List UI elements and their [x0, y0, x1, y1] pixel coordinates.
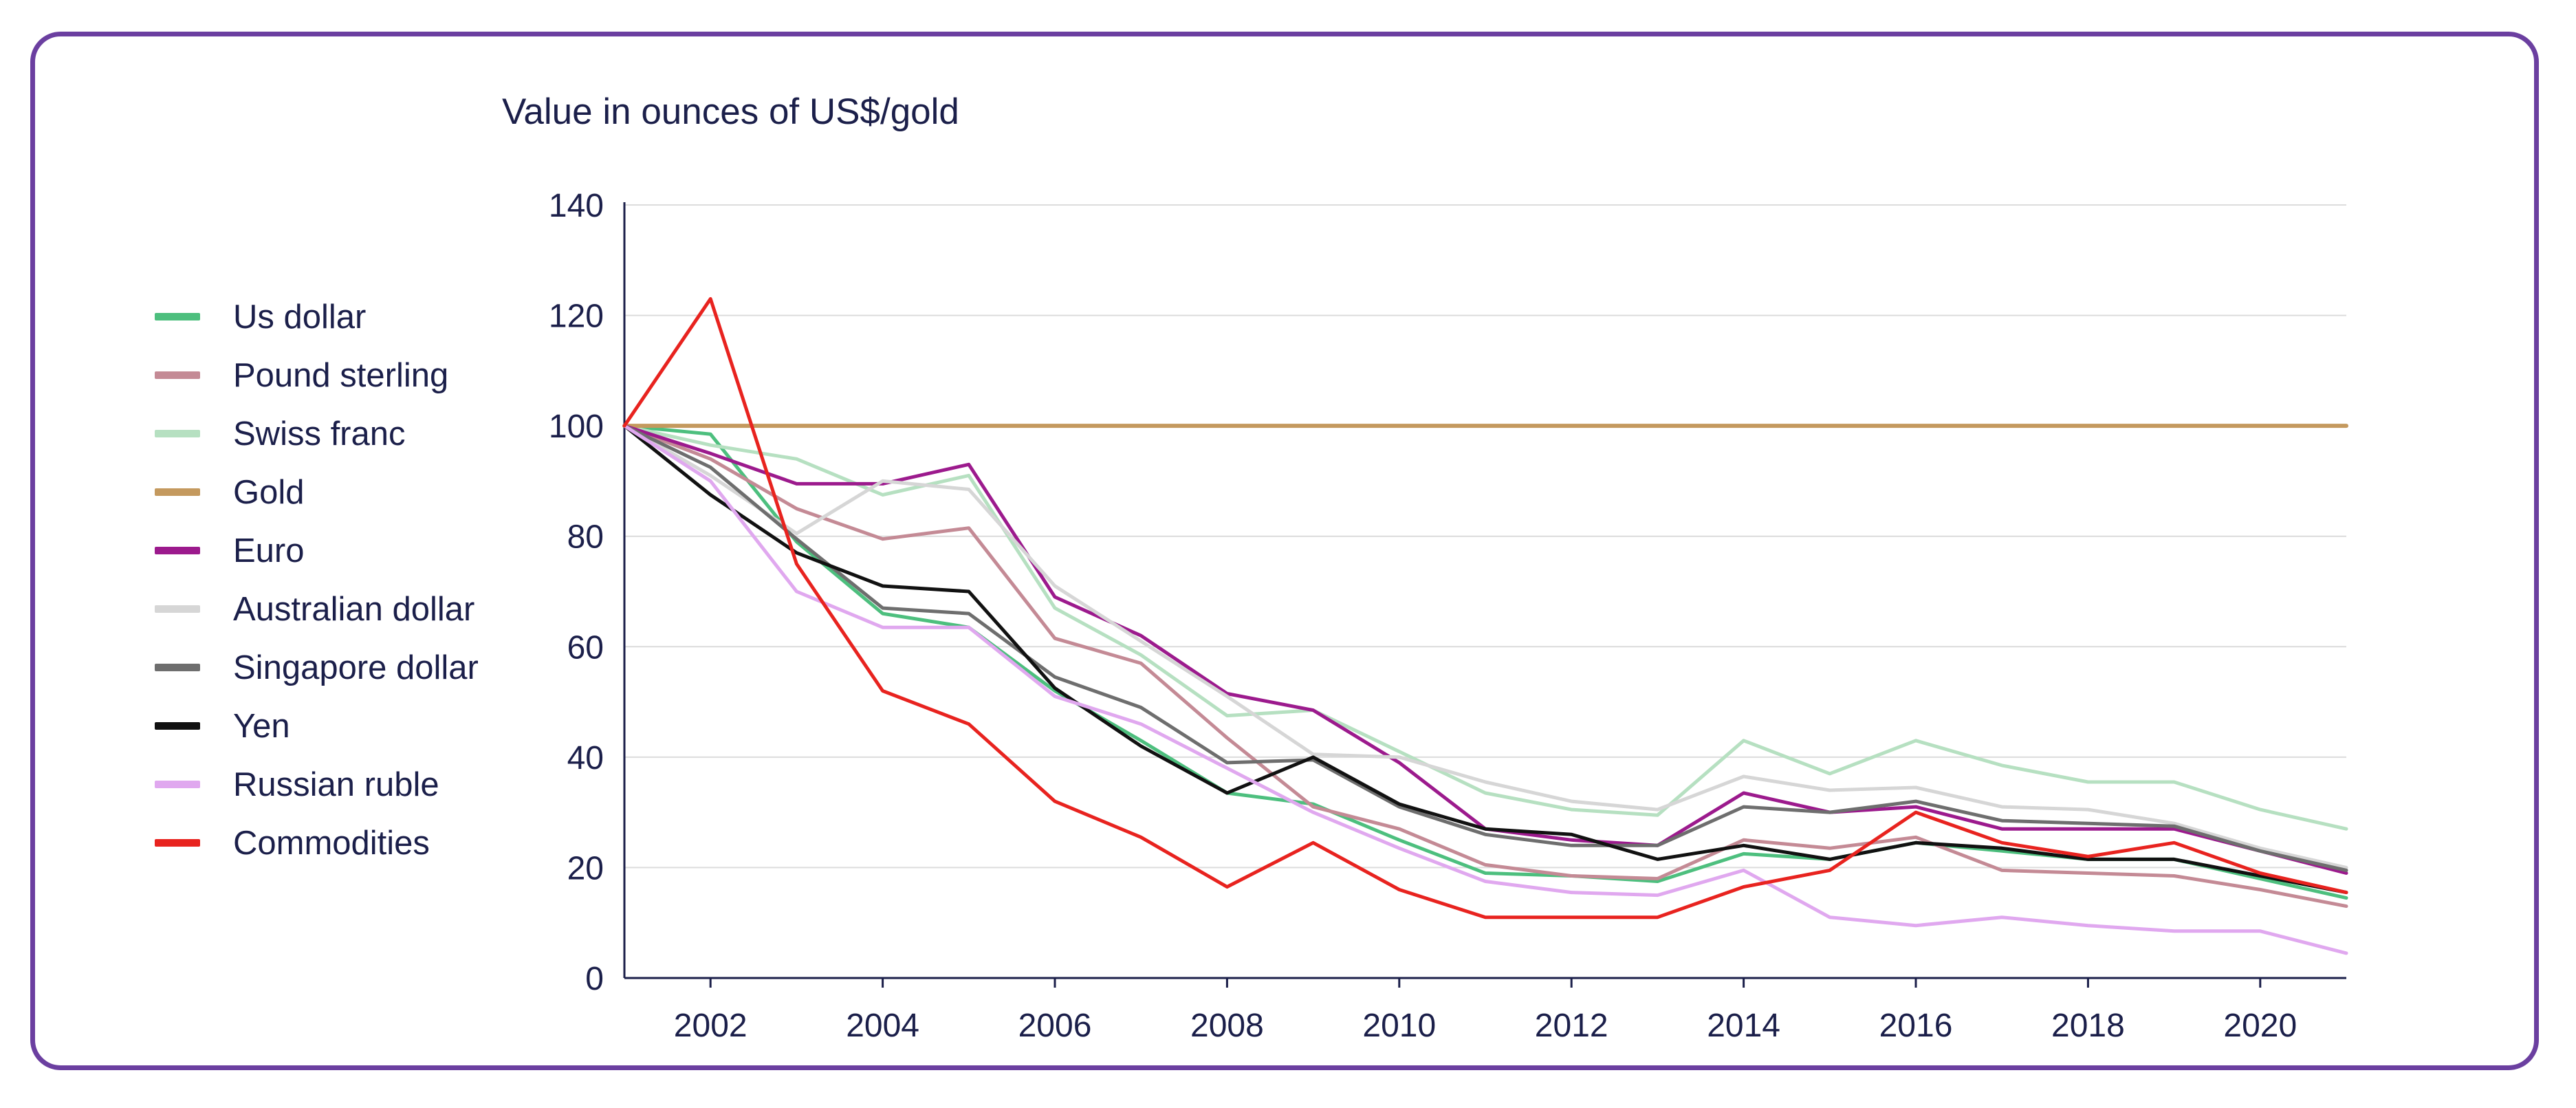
- legend-swatch: [155, 430, 200, 437]
- series-line-russian-ruble: [622, 424, 2348, 955]
- legend-swatch: [155, 664, 200, 671]
- y-tick-label: 40: [567, 740, 604, 776]
- y-tick-label: 0: [585, 961, 604, 997]
- legend-label: Singapore dollar: [233, 649, 479, 686]
- series-line-swiss-franc: [622, 424, 2348, 831]
- axes: [623, 202, 2346, 988]
- x-tick-label: 2018: [2051, 1008, 2125, 1044]
- x-tick-label: 2014: [1707, 1008, 1780, 1044]
- legend-item-yen: Yen: [155, 697, 479, 755]
- y-tick-label: 60: [567, 629, 604, 666]
- x-tick-label: 2020: [2223, 1008, 2297, 1044]
- legend-label: Us dollar: [233, 298, 367, 336]
- legend-swatch: [155, 488, 200, 496]
- legend-swatch: [155, 547, 200, 554]
- legend-swatch: [155, 313, 200, 321]
- y-tick-labels: 0 20 40 60 80 100 120 140: [549, 188, 604, 997]
- legend-item-australian-dollar: Australian dollar: [155, 580, 479, 638]
- legend: Us dollar Pound sterling Swiss franc Gold Eu…: [155, 287, 479, 872]
- y-tick-label: 120: [549, 298, 604, 335]
- x-tick-label: 2012: [1535, 1008, 1608, 1044]
- legend-label: Australian dollar: [233, 590, 475, 628]
- x-tick-labels: 2002 2004 2006 2008 2010 2012 2014 2016 2018 2020: [674, 1008, 2297, 1044]
- legend-label: Yen: [233, 707, 290, 745]
- series-line-commodities: [622, 297, 2348, 920]
- legend-label: Russian ruble: [233, 765, 439, 803]
- legend-item-euro: Euro: [155, 521, 479, 580]
- y-tick-label: 100: [549, 409, 604, 445]
- legend-item-us-dollar: Us dollar: [155, 287, 479, 346]
- legend-swatch: [155, 781, 200, 788]
- legend-swatch: [155, 605, 200, 613]
- series-lines: [622, 297, 2348, 955]
- x-tick-label: 2004: [846, 1008, 919, 1044]
- legend-swatch: [155, 371, 200, 379]
- y-tick-label: 140: [549, 188, 604, 224]
- legend-label: Euro: [233, 532, 305, 569]
- legend-item-singapore-dollar: Singapore dollar: [155, 638, 479, 697]
- gridlines: [624, 204, 2346, 869]
- x-tick-label: 2006: [1018, 1008, 1092, 1044]
- legend-item-pound-sterling: Pound sterling: [155, 346, 479, 404]
- series-line-australian-dollar: [622, 424, 2348, 869]
- legend-swatch: [155, 722, 200, 730]
- x-tick-label: 2016: [1879, 1008, 1953, 1044]
- legend-label: Pound sterling: [233, 356, 449, 394]
- legend-item-russian-ruble: Russian ruble: [155, 755, 479, 814]
- y-tick-label: 80: [567, 519, 604, 556]
- series-line-pound-sterling: [622, 424, 2348, 909]
- y-tick-label: 20: [567, 850, 604, 887]
- x-tick-label: 2010: [1362, 1008, 1436, 1044]
- legend-item-commodities: Commodities: [155, 814, 479, 872]
- legend-label: Swiss franc: [233, 415, 406, 453]
- series-line-euro: [622, 424, 2348, 875]
- legend-label: Gold: [233, 473, 305, 511]
- x-tick-label: 2008: [1190, 1008, 1264, 1044]
- series-line-yen: [622, 424, 2348, 895]
- legend-item-swiss-franc: Swiss franc: [155, 404, 479, 463]
- series-line-singapore-dollar: [622, 424, 2348, 872]
- y-axis-label: Value in ounces of US$/gold: [502, 91, 959, 132]
- legend-label: Commodities: [233, 824, 430, 862]
- legend-swatch: [155, 839, 200, 847]
- x-tick-label: 2002: [674, 1008, 747, 1044]
- legend-item-gold: Gold: [155, 463, 479, 521]
